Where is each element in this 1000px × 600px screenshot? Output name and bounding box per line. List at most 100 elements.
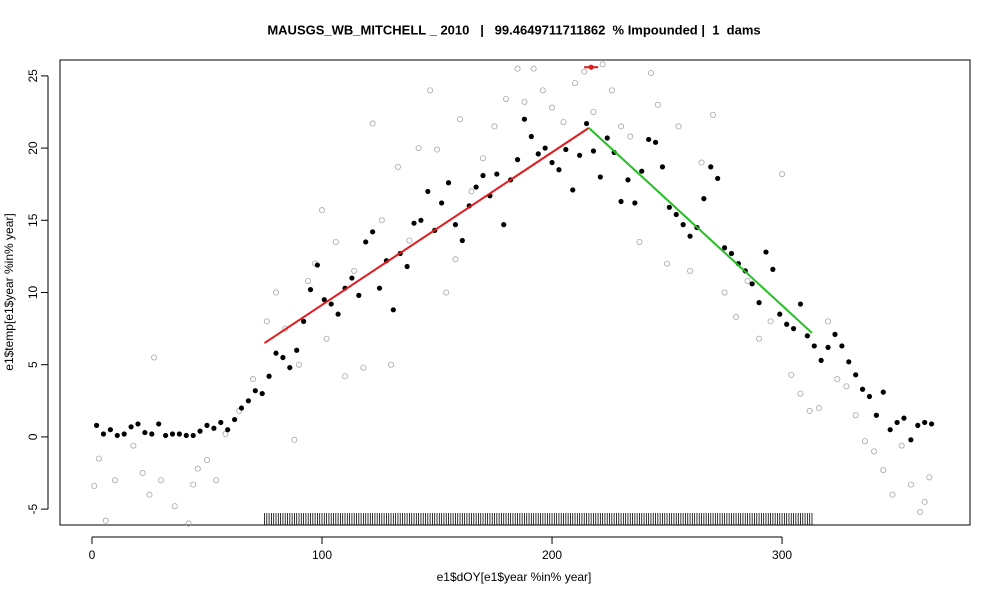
data-point bbox=[806, 407, 813, 414]
data-point bbox=[222, 431, 229, 438]
data-point bbox=[825, 318, 832, 325]
data-point bbox=[627, 133, 634, 140]
data-point bbox=[427, 87, 434, 94]
data-point bbox=[843, 383, 850, 390]
data-point bbox=[360, 364, 367, 371]
data-point bbox=[632, 200, 638, 206]
data-point bbox=[287, 364, 293, 371]
data-point bbox=[114, 432, 120, 439]
chart-title: MAUSGS_WB_MITCHELL _ 2010 | 99.464971171… bbox=[267, 22, 760, 37]
data-point bbox=[675, 123, 682, 130]
data-point bbox=[491, 123, 498, 130]
data-point bbox=[95, 455, 102, 462]
data-point bbox=[804, 333, 810, 339]
fit-line bbox=[263, 127, 590, 344]
data-point bbox=[749, 281, 755, 287]
data-point bbox=[770, 266, 776, 272]
data-point bbox=[636, 238, 643, 245]
x-tick-label: 0 bbox=[89, 548, 96, 562]
data-point bbox=[294, 347, 300, 353]
data-point bbox=[91, 483, 98, 490]
data-point bbox=[263, 318, 270, 325]
data-point bbox=[501, 222, 507, 228]
data-point bbox=[378, 217, 385, 224]
data-point bbox=[503, 95, 510, 102]
data-point bbox=[852, 412, 859, 419]
data-point bbox=[880, 467, 887, 474]
x-axis-label: e1$dOY[e1$year %in% year] bbox=[437, 570, 592, 584]
data-point bbox=[673, 211, 679, 218]
data-point bbox=[272, 289, 279, 296]
data-point bbox=[701, 196, 707, 202]
data-point bbox=[625, 177, 631, 183]
data-point bbox=[314, 262, 321, 268]
data-point bbox=[93, 422, 100, 428]
data-point bbox=[252, 388, 258, 394]
data-point bbox=[859, 386, 866, 392]
data-point bbox=[328, 301, 334, 307]
data-point bbox=[788, 371, 795, 378]
data-point bbox=[618, 123, 625, 130]
y-tick-label: 20 bbox=[26, 141, 40, 155]
data-point bbox=[715, 175, 721, 182]
data-point bbox=[102, 517, 109, 524]
data-point bbox=[480, 172, 486, 179]
data-point bbox=[767, 318, 774, 325]
data-point bbox=[608, 87, 615, 94]
data-point bbox=[880, 389, 886, 395]
data-point bbox=[917, 509, 924, 516]
data-point bbox=[894, 419, 900, 426]
data-point bbox=[599, 61, 606, 68]
data-point bbox=[666, 204, 672, 210]
data-point bbox=[521, 98, 528, 105]
data-point bbox=[321, 297, 327, 303]
data-point bbox=[135, 421, 141, 427]
data-point bbox=[162, 432, 169, 439]
data-point bbox=[646, 136, 652, 143]
data-point bbox=[652, 139, 659, 145]
data-point bbox=[245, 398, 251, 404]
data-point bbox=[721, 245, 728, 251]
data-point bbox=[901, 415, 907, 421]
data-point bbox=[156, 421, 162, 427]
fit-line bbox=[588, 127, 813, 334]
data-point bbox=[190, 481, 197, 488]
y-tick-label: 5 bbox=[26, 361, 40, 368]
x-tick-label: 200 bbox=[542, 548, 562, 562]
data-point bbox=[922, 419, 928, 426]
data-point bbox=[468, 188, 475, 195]
data-point bbox=[480, 155, 487, 162]
data-point bbox=[406, 237, 413, 244]
data-point bbox=[514, 157, 521, 163]
data-point bbox=[853, 372, 859, 378]
data-point bbox=[777, 311, 783, 317]
y-axis-label: e1$temp[e1$year %in% year] bbox=[2, 213, 16, 370]
data-point bbox=[846, 359, 852, 365]
data-point bbox=[411, 220, 417, 226]
data-point bbox=[142, 429, 148, 436]
x-tick-label: 100 bbox=[312, 548, 332, 562]
data-point bbox=[169, 431, 176, 437]
marker-point bbox=[588, 64, 594, 70]
data-point bbox=[763, 249, 769, 255]
data-point bbox=[542, 145, 548, 151]
data-point bbox=[301, 318, 307, 324]
data-point bbox=[157, 477, 164, 484]
data-point bbox=[687, 233, 693, 239]
data-point bbox=[149, 431, 155, 437]
data-point bbox=[779, 171, 786, 178]
data-point bbox=[457, 116, 464, 123]
y-tick-label: 25 bbox=[26, 69, 40, 83]
data-point bbox=[654, 101, 661, 108]
data-point bbox=[190, 432, 196, 439]
data-point bbox=[139, 470, 146, 477]
data-point bbox=[583, 120, 590, 127]
data-point bbox=[176, 431, 182, 437]
data-point bbox=[839, 343, 845, 349]
data-point bbox=[415, 145, 422, 152]
data-point bbox=[439, 200, 445, 206]
data-point bbox=[647, 69, 654, 76]
data-point bbox=[784, 321, 790, 327]
data-point bbox=[873, 412, 879, 418]
data-point bbox=[560, 119, 567, 126]
